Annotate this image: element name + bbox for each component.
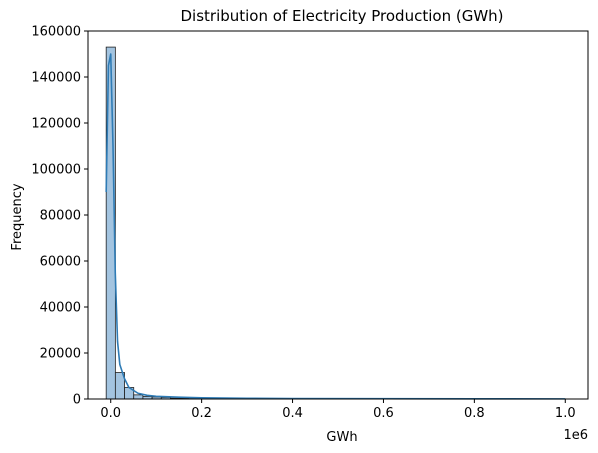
x-tick-label: 1.0 xyxy=(555,406,576,421)
y-tick-label: 40000 xyxy=(40,301,81,316)
y-tick-label: 60000 xyxy=(40,255,81,270)
chart-title: Distribution of Electricity Production (… xyxy=(180,7,503,25)
x-tick-label: 0.0 xyxy=(100,406,121,421)
y-axis-ticks: 0 20000 40000 60000 80000 100000 120000 140000 1… xyxy=(31,25,88,408)
x-tick-label: 0.8 xyxy=(464,406,485,421)
y-tick-label: 0 xyxy=(73,393,81,408)
y-tick-label: 140000 xyxy=(31,71,81,86)
x-tick-label: 0.2 xyxy=(191,406,212,421)
y-tick-label: 120000 xyxy=(31,117,81,132)
x-axis-label: GWh xyxy=(326,430,357,445)
x-tick-label: 0.6 xyxy=(373,406,394,421)
y-tick-label: 80000 xyxy=(40,209,81,224)
y-tick-label: 100000 xyxy=(31,163,81,178)
histogram-bar xyxy=(133,394,144,400)
plot-background xyxy=(88,31,588,399)
x-axis-ticks: 0.0 0.2 0.4 0.6 0.8 1.0 xyxy=(100,399,576,421)
x-tick-label: 0.4 xyxy=(282,406,303,421)
x-axis-offset-label: 1e6 xyxy=(563,428,588,443)
y-tick-label: 20000 xyxy=(40,347,81,362)
y-tick-label: 160000 xyxy=(31,25,81,40)
y-axis-label: Frequency xyxy=(10,183,25,250)
plot-area xyxy=(88,31,588,399)
